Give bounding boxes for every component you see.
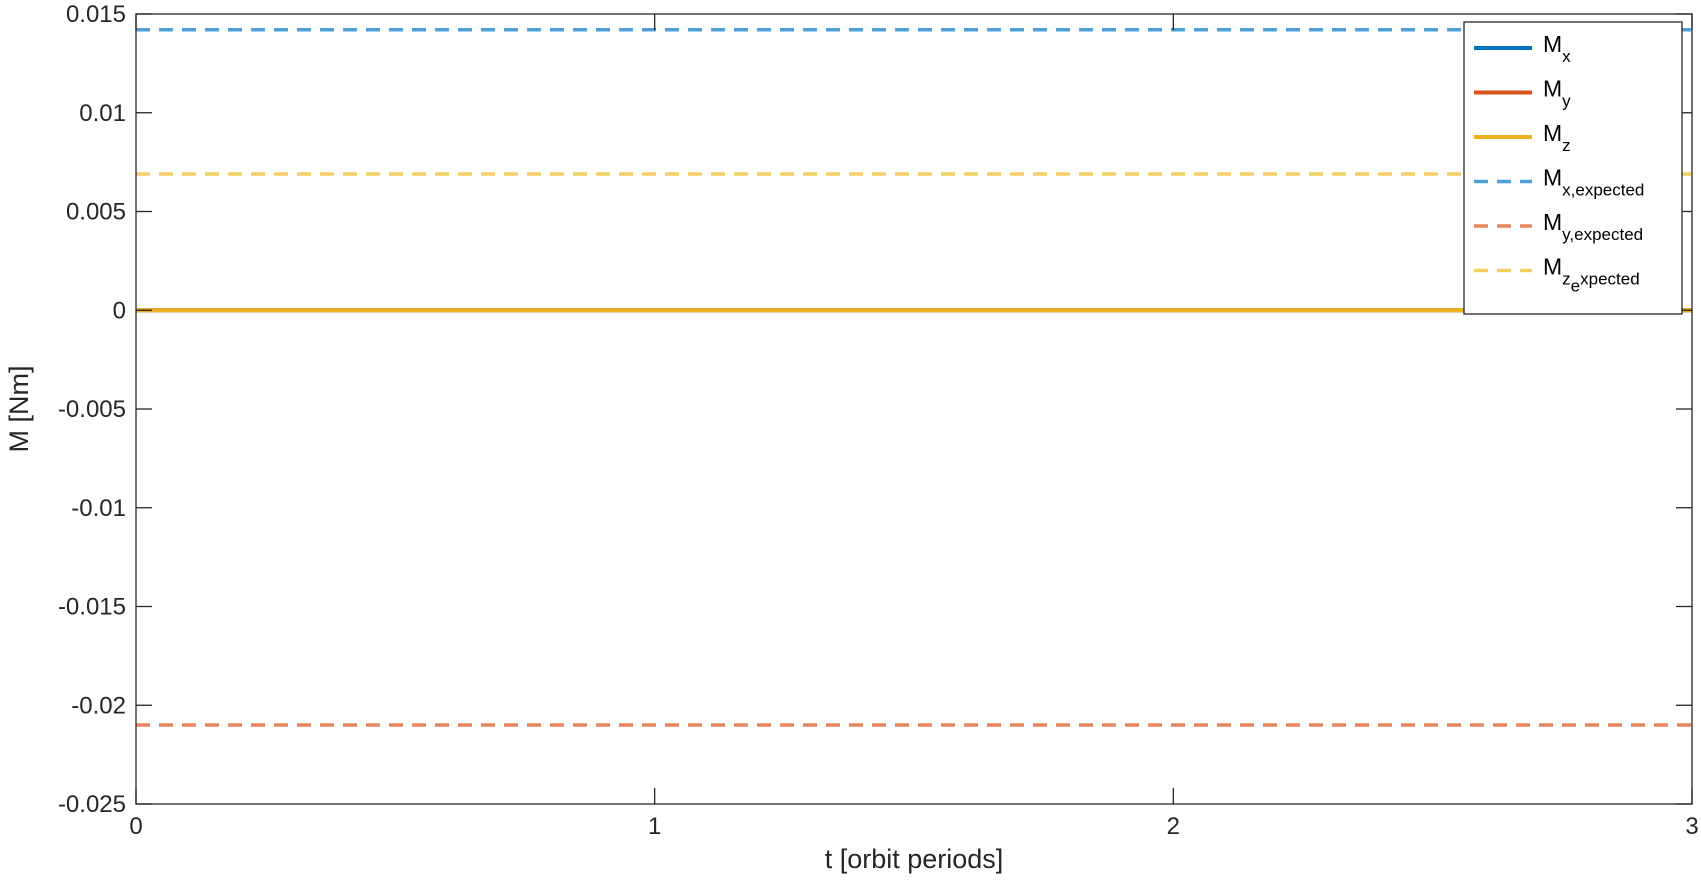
legend: Mx My Mz Mx,expected My,expected Mzexpected bbox=[1463, 21, 1683, 315]
legend-entry-mx: Mx bbox=[1474, 31, 1571, 66]
x-tick-label: 1 bbox=[648, 813, 661, 840]
legend-label-mz-expected: Mzexpected bbox=[1543, 254, 1640, 296]
plot-area bbox=[136, 14, 1692, 804]
ticks-layer: 0 1 2 3 -0.025 -0.02 -0.015 -0.01 -0.005 0 0.005 0.… bbox=[58, 1, 1699, 840]
y-tick-label: 0.005 bbox=[66, 199, 126, 226]
legend-entry-mx-expected: Mx,expected bbox=[1474, 165, 1644, 200]
x-axis-title: t [orbit periods] bbox=[825, 844, 1004, 874]
legend-entry-my: My bbox=[1474, 76, 1571, 111]
y-tick-label: -0.01 bbox=[71, 495, 126, 522]
y-tick-label: -0.015 bbox=[58, 594, 126, 621]
y-tick-label: -0.005 bbox=[58, 396, 126, 423]
legend-label-my-expected: My,expected bbox=[1543, 209, 1643, 244]
y-axis-title: M [Nm] bbox=[4, 366, 34, 453]
legend-box bbox=[1463, 21, 1683, 315]
legend-entry-mz-expected: Mzexpected bbox=[1474, 254, 1640, 296]
legend-entry-my-expected: My,expected bbox=[1474, 209, 1643, 244]
y-tick-label: -0.02 bbox=[71, 692, 126, 719]
legend-label-mz: Mz bbox=[1543, 120, 1571, 155]
legend-entry-mz: Mz bbox=[1474, 120, 1571, 155]
legend-label-mx: Mx bbox=[1543, 31, 1571, 66]
x-tick-label: 3 bbox=[1685, 813, 1698, 840]
legend-label-my: My bbox=[1543, 76, 1571, 111]
series-layer bbox=[136, 28, 1692, 727]
y-tick-label: -0.025 bbox=[58, 791, 126, 818]
x-tick-label: 0 bbox=[129, 813, 142, 840]
y-tick-label: 0 bbox=[113, 297, 126, 324]
x-tick-label: 2 bbox=[1167, 813, 1180, 840]
legend-label-mx-expected: Mx,expected bbox=[1543, 165, 1644, 200]
y-tick-label: 0.01 bbox=[79, 100, 126, 127]
y-tick-label: 0.015 bbox=[66, 1, 126, 28]
